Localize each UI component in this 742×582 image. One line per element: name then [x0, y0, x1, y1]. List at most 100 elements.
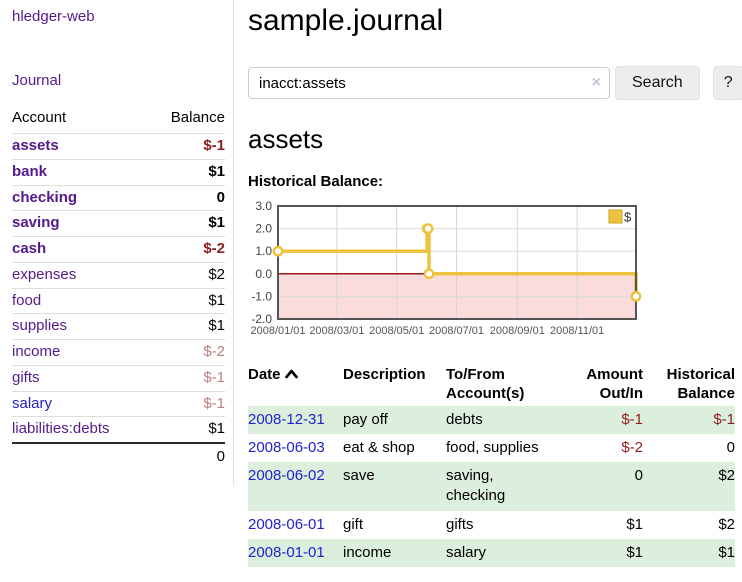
legend-swatch: [608, 209, 623, 224]
account-heading: assets: [248, 124, 324, 154]
accounts-table: Account Balance assets $-1 bank $1 checking 0…: [12, 104, 225, 471]
y-tick-label: 0.0: [255, 266, 272, 280]
register-header-amount: Amount Out/In: [586, 365, 643, 403]
register-date-link[interactable]: 2008-06-03: [248, 438, 325, 456]
account-balance: $1: [148, 158, 225, 185]
register-amount: $1: [626, 515, 643, 533]
account-link-cash[interactable]: cash: [12, 240, 47, 257]
account-balance: $1: [148, 416, 225, 443]
account-row: saving $1: [12, 210, 225, 237]
register-balance: $1: [718, 543, 735, 561]
data-point-marker: [422, 222, 434, 234]
account-balance: $1: [148, 210, 225, 237]
y-tick-label: 2.0: [255, 221, 272, 235]
register-amount: $-2: [621, 438, 643, 456]
account-row: food $1: [12, 287, 225, 314]
search-input[interactable]: [248, 67, 610, 99]
search-button[interactable]: Search: [615, 66, 700, 100]
register-row: 2008-06-01 gift gifts $1 $2: [248, 511, 735, 539]
register-accounts: food, supplies: [446, 438, 539, 456]
account-balance: $1: [148, 313, 225, 340]
sort-ascending-icon: [284, 366, 298, 383]
account-row: salary $-1: [12, 390, 225, 417]
account-row: expenses $2: [12, 261, 225, 288]
register-balance: $2: [718, 467, 735, 485]
account-link-saving[interactable]: saving: [12, 214, 60, 232]
account-row: assets $-1: [12, 133, 225, 160]
account-row: checking 0: [12, 184, 225, 211]
account-row: bank $1: [12, 158, 225, 185]
clear-search-icon[interactable]: ×: [591, 74, 601, 91]
register-header-date[interactable]: Date: [248, 363, 343, 406]
register-balance: $-1: [713, 410, 735, 428]
y-tick-label: 3.0: [255, 199, 272, 213]
y-tick-label: 1.0: [255, 244, 272, 258]
account-link-assets[interactable]: assets: [12, 137, 59, 154]
account-row: income $-2: [12, 339, 225, 366]
app-root: hledger-web Journal Account Balance asse…: [12, 0, 742, 568]
account-row: gifts $-1: [12, 364, 225, 391]
accounts-header-balance: Balance: [170, 109, 225, 126]
register-description: save: [343, 467, 375, 485]
help-button[interactable]: ?: [712, 66, 742, 100]
register-tbody: 2008-12-31 pay off debts $-1 $-1 2008-06-03 ea…: [248, 405, 735, 568]
accounts-total-row: 0: [12, 442, 225, 471]
account-link-liabilities-debts[interactable]: liabilities:debts: [12, 420, 110, 438]
account-link-food[interactable]: food: [12, 291, 42, 309]
register-description: income: [343, 543, 392, 561]
register-table: Date Description To/From Account(s) Amou…: [248, 363, 735, 568]
register-description: eat & shop: [343, 438, 415, 456]
register-date-link[interactable]: 2008-12-31: [248, 410, 325, 428]
account-row: supplies $1: [12, 313, 225, 340]
accounts-tbody: assets $-1 bank $1 checking 0 saving $1 cash $-2 e…: [12, 133, 225, 443]
x-tick-label: 2008/09/01: [490, 325, 545, 337]
x-tick-label: 2008/07/01: [429, 325, 484, 337]
register-date-link[interactable]: 2008-06-01: [248, 515, 325, 533]
plot-border: [277, 204, 637, 320]
account-link-expenses[interactable]: expenses: [12, 265, 77, 283]
data-point-marker: [423, 267, 435, 279]
x-tick-label: 2008/03/01: [309, 325, 364, 337]
account-link-bank[interactable]: bank: [12, 162, 48, 180]
account-link-checking[interactable]: checking: [12, 188, 78, 206]
x-tick-label: 2008/05/01: [369, 325, 424, 337]
y-tick-label: -1.0: [251, 289, 272, 303]
account-link-income[interactable]: income: [12, 343, 61, 360]
register-accounts: gifts: [446, 515, 474, 533]
data-point-marker: [272, 245, 284, 257]
account-balance: 0: [148, 184, 225, 211]
register-row: 2008-06-03 eat & shop food, supplies $-2 0: [248, 434, 735, 462]
account-link-supplies[interactable]: supplies: [12, 317, 68, 335]
account-balance: $1: [148, 287, 225, 314]
register-row: 2008-12-31 pay off debts $-1 $-1: [248, 405, 735, 434]
sidebar-item-journal[interactable]: Journal: [12, 72, 62, 89]
register-description: pay off: [343, 410, 388, 428]
legend-label: $: [624, 209, 632, 224]
x-tick-label: 2008/01/01: [250, 325, 305, 337]
register-amount: 0: [634, 467, 643, 485]
register-balance: 0: [726, 438, 735, 456]
account-balance: $-2: [148, 236, 225, 263]
brand-link[interactable]: hledger-web: [12, 8, 95, 25]
register-header-accounts: To/From Account(s): [446, 365, 525, 403]
account-row: liabilities:debts $1: [12, 416, 225, 443]
register-date-link[interactable]: 2008-01-01: [248, 543, 325, 561]
account-link-salary[interactable]: salary: [12, 394, 53, 412]
data-point-marker: [630, 290, 642, 302]
register-accounts: salary: [446, 543, 487, 561]
account-link-gifts[interactable]: gifts: [12, 368, 40, 386]
register-accounts: debts: [446, 410, 483, 428]
account-balance: $-1: [148, 133, 225, 160]
account-balance: $-2: [148, 339, 225, 366]
account-balance: $-1: [148, 364, 225, 391]
x-tick-label: 2008/11/01: [550, 325, 604, 337]
register-header-description: Description: [343, 365, 426, 383]
account-row: cash $-2: [12, 236, 225, 263]
register-accounts: saving, checking: [446, 467, 506, 505]
register-amount: $-1: [621, 410, 643, 428]
register-date-link[interactable]: 2008-06-02: [248, 467, 325, 485]
accounts-header-account: Account: [12, 109, 67, 126]
register-description: gift: [343, 515, 364, 533]
accounts-total-value: 0: [148, 442, 225, 471]
